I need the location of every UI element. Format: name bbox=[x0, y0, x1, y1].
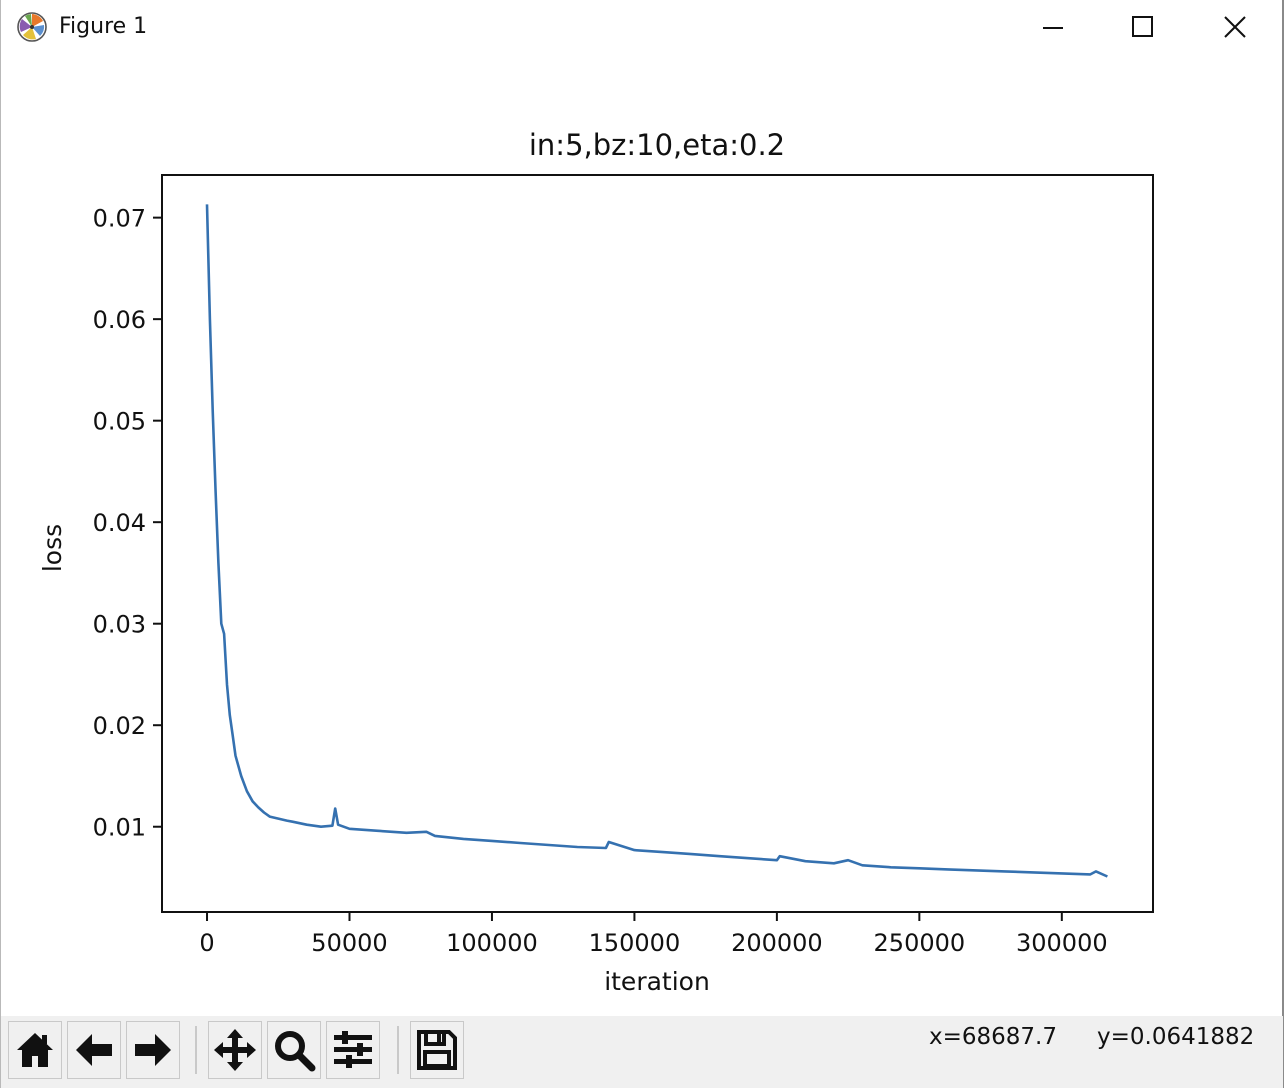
forward-arrow-icon bbox=[135, 1034, 171, 1066]
minimize-icon bbox=[1043, 27, 1063, 29]
matplotlib-icon bbox=[17, 12, 47, 42]
y-axis-ticks: 0.01 0.02 0.03 0.04 0.05 0.06 0.07 bbox=[93, 205, 162, 842]
y-axis-label: loss bbox=[38, 524, 67, 572]
x-tick-label: 150000 bbox=[589, 929, 681, 957]
maximize-icon bbox=[1132, 16, 1153, 37]
x-tick-label: 50000 bbox=[311, 929, 387, 957]
title-bar[interactable]: Figure 1 bbox=[1, 0, 1282, 54]
zoom-button[interactable] bbox=[267, 1021, 321, 1079]
pan-button[interactable] bbox=[208, 1021, 262, 1079]
back-arrow-icon bbox=[76, 1034, 112, 1066]
configure-subplots-icon bbox=[334, 1031, 372, 1068]
y-tick-label: 0.04 bbox=[93, 509, 146, 537]
save-icon bbox=[417, 1030, 457, 1070]
window-title: Figure 1 bbox=[59, 14, 148, 39]
navigation-toolbar bbox=[1, 1016, 1283, 1088]
x-tick-label: 100000 bbox=[446, 929, 538, 957]
figure-canvas[interactable]: in:5,bz:10,eta:0.2 0 50000 100000 150000 200… bbox=[1, 54, 1281, 1016]
maximize-button[interactable] bbox=[1097, 0, 1189, 54]
y-tick-label: 0.05 bbox=[93, 408, 146, 436]
axes-frame[interactable] bbox=[161, 174, 1154, 913]
back-button[interactable] bbox=[67, 1021, 121, 1079]
pan-icon bbox=[214, 1029, 256, 1071]
y-tick-label: 0.03 bbox=[93, 611, 146, 639]
x-tick-label: 200000 bbox=[731, 929, 823, 957]
x-tick-label: 250000 bbox=[874, 929, 966, 957]
save-button[interactable] bbox=[410, 1021, 464, 1079]
cursor-x-readout: x=68687.7 bbox=[929, 1024, 1057, 1050]
home-icon bbox=[17, 1033, 53, 1067]
cursor-y-readout: y=0.0641882 bbox=[1097, 1024, 1255, 1050]
loss-chart[interactable]: in:5,bz:10,eta:0.2 0 50000 100000 150000 200… bbox=[1, 54, 1281, 1016]
x-tick-label: 0 bbox=[199, 929, 214, 957]
toolbar-separator bbox=[195, 1026, 197, 1074]
x-axis-label: iteration bbox=[604, 967, 710, 996]
series-line-loss bbox=[205, 204, 1108, 878]
y-tick-label: 0.06 bbox=[93, 306, 146, 334]
x-tick-label: 300000 bbox=[1016, 929, 1108, 957]
minimize-button[interactable] bbox=[1007, 0, 1099, 54]
close-button[interactable] bbox=[1189, 0, 1281, 54]
x-axis-ticks: 0 50000 100000 150000 200000 250000 300000 bbox=[199, 912, 1108, 957]
y-tick-label: 0.01 bbox=[93, 814, 146, 842]
zoom-icon bbox=[275, 1031, 316, 1072]
y-tick-label: 0.02 bbox=[93, 712, 146, 740]
configure-subplots-button[interactable] bbox=[326, 1021, 380, 1079]
close-icon bbox=[1224, 16, 1246, 38]
chart-title: in:5,bz:10,eta:0.2 bbox=[529, 128, 785, 162]
home-button[interactable] bbox=[8, 1021, 62, 1079]
y-tick-label: 0.07 bbox=[93, 205, 146, 233]
toolbar-separator bbox=[397, 1026, 399, 1074]
forward-button[interactable] bbox=[126, 1021, 180, 1079]
